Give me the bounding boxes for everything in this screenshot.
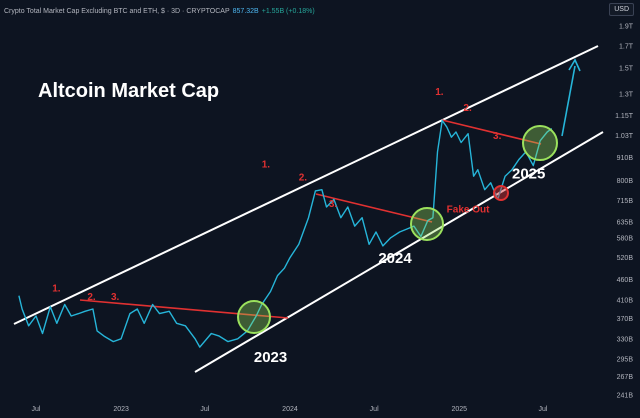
y-tick-label: 1.7T	[619, 43, 634, 50]
x-tick-label: Jul	[32, 406, 41, 413]
x-tick-label: Jul	[200, 406, 209, 413]
last-value: 857.32B	[232, 7, 259, 15]
step-label: 2.	[463, 103, 472, 114]
step-label: 2.	[87, 292, 96, 303]
chart-header: Crypto Total Market Cap Excluding BTC an…	[4, 4, 315, 18]
x-tick-label: 2024	[282, 406, 298, 413]
resistance-line-2023	[79, 299, 289, 319]
step-label: 1.	[52, 284, 61, 295]
symbol-title[interactable]: Crypto Total Market Cap Excluding BTC an…	[4, 7, 230, 15]
y-tick-label: 1.3T	[619, 91, 634, 98]
projection-arrow-head	[568, 58, 581, 72]
x-tick-label: Jul	[539, 406, 548, 413]
y-tick-label: 715B	[617, 198, 634, 205]
y-tick-label: 1.03T	[615, 133, 634, 140]
chart-title: Altcoin Market Cap	[38, 80, 219, 102]
fakeout-label: Fake Out	[447, 204, 490, 215]
step-label: 2.	[299, 173, 308, 184]
y-tick-label: 460B	[617, 277, 634, 284]
y-tick-label: 520B	[617, 255, 634, 262]
lower-channel-line	[194, 131, 604, 373]
x-tick-label: 2023	[113, 406, 129, 413]
year-label: 2025	[512, 165, 545, 182]
step-label: 1.	[435, 87, 444, 98]
price-axis[interactable]: 1.9T 1.7T 1.5T 1.3T 1.15T 1.03T 910B 800B 715B 63…	[615, 24, 634, 400]
y-tick-label: 635B	[617, 219, 634, 226]
projection-arrow-line	[561, 65, 576, 137]
fakeout-circle	[493, 185, 509, 201]
y-tick-label: 910B	[617, 155, 634, 162]
step-label: 3.	[111, 292, 120, 303]
y-tick-label: 800B	[617, 178, 634, 185]
y-tick-label: 1.9T	[619, 24, 634, 31]
step-label: 1.	[262, 160, 271, 171]
year-label: 2024	[378, 250, 412, 267]
time-axis[interactable]: Jul 2023 Jul 2024 Jul 2025 Jul	[32, 406, 548, 413]
y-tick-label: 370B	[617, 316, 634, 323]
breakout-circle-2024	[410, 207, 444, 241]
y-tick-label: 1.15T	[615, 113, 634, 120]
price-line	[18, 119, 553, 348]
breakout-circle-2023	[237, 300, 271, 334]
x-tick-label: 2025	[451, 406, 467, 413]
y-tick-label: 410B	[617, 298, 634, 305]
y-tick-label: 580B	[617, 236, 634, 243]
y-tick-label: 267B	[617, 374, 634, 381]
breakout-circle-2025	[522, 125, 558, 161]
annotation-layer: 1. 2. 3. 1. 2. 3. 1. 2. 3. 2023 2024 2025 Fake Out	[52, 87, 545, 366]
step-label: 3.	[329, 199, 338, 210]
y-tick-label: 241B	[617, 393, 634, 400]
y-tick-label: 1.5T	[619, 66, 634, 73]
year-label: 2023	[254, 349, 287, 366]
x-tick-label: Jul	[370, 406, 379, 413]
resistance-line-2025	[441, 119, 542, 145]
price-change: +1.55B (+0.18%)	[261, 7, 315, 15]
y-tick-label: 330B	[617, 336, 634, 343]
step-label: 3.	[493, 131, 502, 142]
currency-button[interactable]: USD	[609, 3, 634, 16]
upper-channel-line	[13, 45, 599, 325]
y-tick-label: 295B	[617, 356, 634, 363]
